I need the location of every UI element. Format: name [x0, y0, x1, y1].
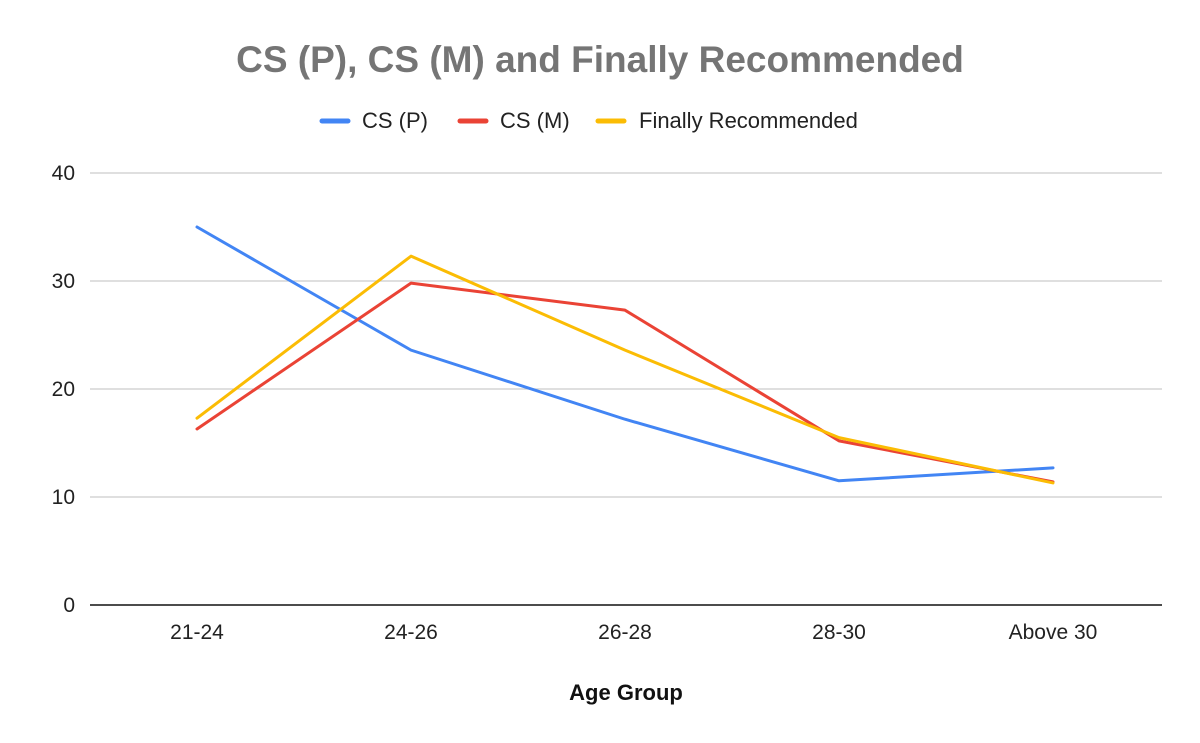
x-axis-title: Age Group — [569, 680, 683, 705]
series-line-2 — [195, 281, 1055, 484]
legend: CS (P) CS (M) Finally Recommended — [319, 108, 858, 133]
series-line-1 — [195, 225, 1055, 483]
x-tick-label: 28-30 — [812, 621, 866, 644]
x-tick-label: 26-28 — [598, 621, 652, 644]
y-tick-label: 40 — [52, 162, 75, 185]
y-tick-label: 0 — [63, 594, 75, 617]
gridlines — [90, 172, 1162, 606]
x-tick-label: Above 30 — [1009, 621, 1098, 644]
series-lines — [195, 225, 1055, 485]
y-tick-label: 20 — [52, 378, 75, 401]
x-tick-label: 21-24 — [170, 621, 224, 644]
y-tick-label: 10 — [52, 486, 75, 509]
legend-item: CS (M) — [457, 108, 570, 133]
chart-title: CS (P), CS (M) and Finally Recommended — [236, 39, 964, 80]
legend-label: Finally Recommended — [639, 108, 858, 133]
legend-item: CS (P) — [319, 108, 428, 133]
x-tick-label: 24-26 — [384, 621, 438, 644]
x-axis-ticks: 21-24 24-26 26-28 28-30 Above 30 — [170, 621, 1097, 644]
y-tick-label: 30 — [52, 270, 75, 293]
series-line-3 — [195, 254, 1055, 485]
legend-label: CS (P) — [362, 108, 428, 133]
legend-label: CS (M) — [500, 108, 570, 133]
y-axis-ticks: 0 10 20 30 40 — [52, 162, 75, 617]
legend-item: Finally Recommended — [595, 108, 858, 133]
